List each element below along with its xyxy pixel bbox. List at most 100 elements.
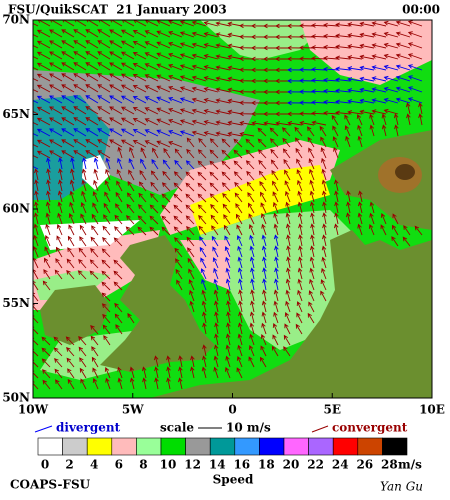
wind-arrow <box>200 268 207 280</box>
wind-arrow <box>49 117 63 126</box>
wind-arrow <box>36 84 51 93</box>
wind-arrow <box>258 170 267 181</box>
wind-arrow <box>33 165 39 170</box>
wind-arrow <box>311 100 327 105</box>
wind-arrow <box>138 192 147 203</box>
wind-arrow <box>187 257 195 269</box>
wind-arrow <box>156 85 171 93</box>
wind-arrow <box>261 234 267 247</box>
colorbar-swatch <box>259 437 285 456</box>
wind-arrow <box>68 224 75 236</box>
wind-arrow <box>66 258 75 269</box>
wind-arrow <box>201 300 207 313</box>
wind-arrow <box>225 267 231 280</box>
wind-arrow <box>36 139 51 148</box>
wind-arrow <box>191 86 207 93</box>
wind-arrow <box>250 300 255 313</box>
wind-arrow <box>97 84 111 93</box>
wind-arrow <box>61 139 75 148</box>
wind-arrow <box>103 202 111 214</box>
divergent-arrow <box>34 425 53 433</box>
convergent-arrow <box>311 425 329 433</box>
wind-arrow <box>117 146 123 159</box>
wind-arrow <box>156 63 171 71</box>
wind-arrow <box>418 102 423 115</box>
wind-arrow <box>61 106 75 115</box>
wind-arrow <box>150 170 159 181</box>
wind-arrow <box>371 87 387 93</box>
wind-arrow <box>284 323 291 335</box>
wind-arrow <box>161 182 171 192</box>
wind-arrow <box>248 344 255 357</box>
wind-arrow <box>33 22 39 27</box>
wind-arrow <box>234 192 243 203</box>
wind-arrow <box>109 117 123 126</box>
wind-arrow <box>333 223 339 236</box>
wind-arrow <box>238 311 243 324</box>
wind-arrow <box>270 159 279 170</box>
wind-arrow <box>214 311 219 324</box>
wind-arrow <box>246 170 255 181</box>
wind-arrow <box>81 190 87 203</box>
wind-arrow <box>140 158 147 170</box>
wind-arrow <box>357 135 363 148</box>
wind-arrow <box>274 278 279 291</box>
wind-arrow <box>323 22 339 28</box>
wind-arrow <box>174 159 183 170</box>
wind-arrow <box>78 247 87 258</box>
wind-arrow <box>257 138 267 148</box>
wind-arrow <box>36 51 51 60</box>
wind-arrow <box>126 215 135 225</box>
wind-arrow <box>91 225 99 236</box>
wind-arrow <box>34 168 39 181</box>
colorbar-swatch <box>332 437 359 456</box>
wind-arrow <box>274 267 279 280</box>
wind-arrow <box>237 256 243 269</box>
wind-arrow <box>173 215 183 225</box>
wind-arrow <box>156 107 171 115</box>
lat-label: 65N <box>2 107 30 121</box>
wind-arrow <box>238 289 243 302</box>
wind-arrow <box>102 225 111 236</box>
wind-arrow <box>209 171 219 181</box>
colorbar-swatch <box>234 437 260 456</box>
wind-arrow <box>33 132 39 137</box>
wind-arrow <box>45 212 51 225</box>
wind-arrow <box>308 147 315 159</box>
wind-arrow <box>113 281 123 291</box>
wind-arrow <box>248 202 255 214</box>
wind-arrow <box>138 181 147 192</box>
wind-arrow <box>144 41 159 49</box>
wind-arrow <box>120 139 135 148</box>
wind-arrow <box>260 202 267 214</box>
footer-left: COAPS-FSU <box>10 478 91 492</box>
wind-arrow <box>272 191 279 203</box>
wind-arrow <box>287 100 303 106</box>
wind-arrow <box>395 86 411 93</box>
wind-arrow <box>137 226 147 236</box>
wind-arrow <box>33 99 39 104</box>
wind-arrow <box>156 41 171 49</box>
wind-arrow <box>44 234 51 247</box>
colorbar-label: 16 <box>233 458 250 472</box>
wind-arrow <box>85 73 99 82</box>
wind-arrow <box>61 117 75 126</box>
lon-axis: 10W 5W 0 5E 10E <box>18 393 445 417</box>
wind-arrow <box>185 182 195 192</box>
wind-arrow <box>333 146 339 159</box>
wind-arrow <box>214 300 219 313</box>
wind-arrow <box>233 160 243 170</box>
wind-arrow <box>127 180 135 192</box>
wind-arrow <box>286 245 291 258</box>
wind-arrow <box>273 289 279 302</box>
wind-arrow <box>272 323 279 335</box>
wind-arrow <box>132 129 147 137</box>
wind-arrow <box>263 121 279 126</box>
wind-arrow <box>358 190 363 203</box>
wind-arrow <box>186 226 195 236</box>
wind-arrow <box>284 169 291 181</box>
wind-arrow <box>210 203 219 214</box>
wind-arrow <box>166 377 171 390</box>
wind-arrow <box>369 113 375 126</box>
wind-arrow <box>407 42 423 49</box>
